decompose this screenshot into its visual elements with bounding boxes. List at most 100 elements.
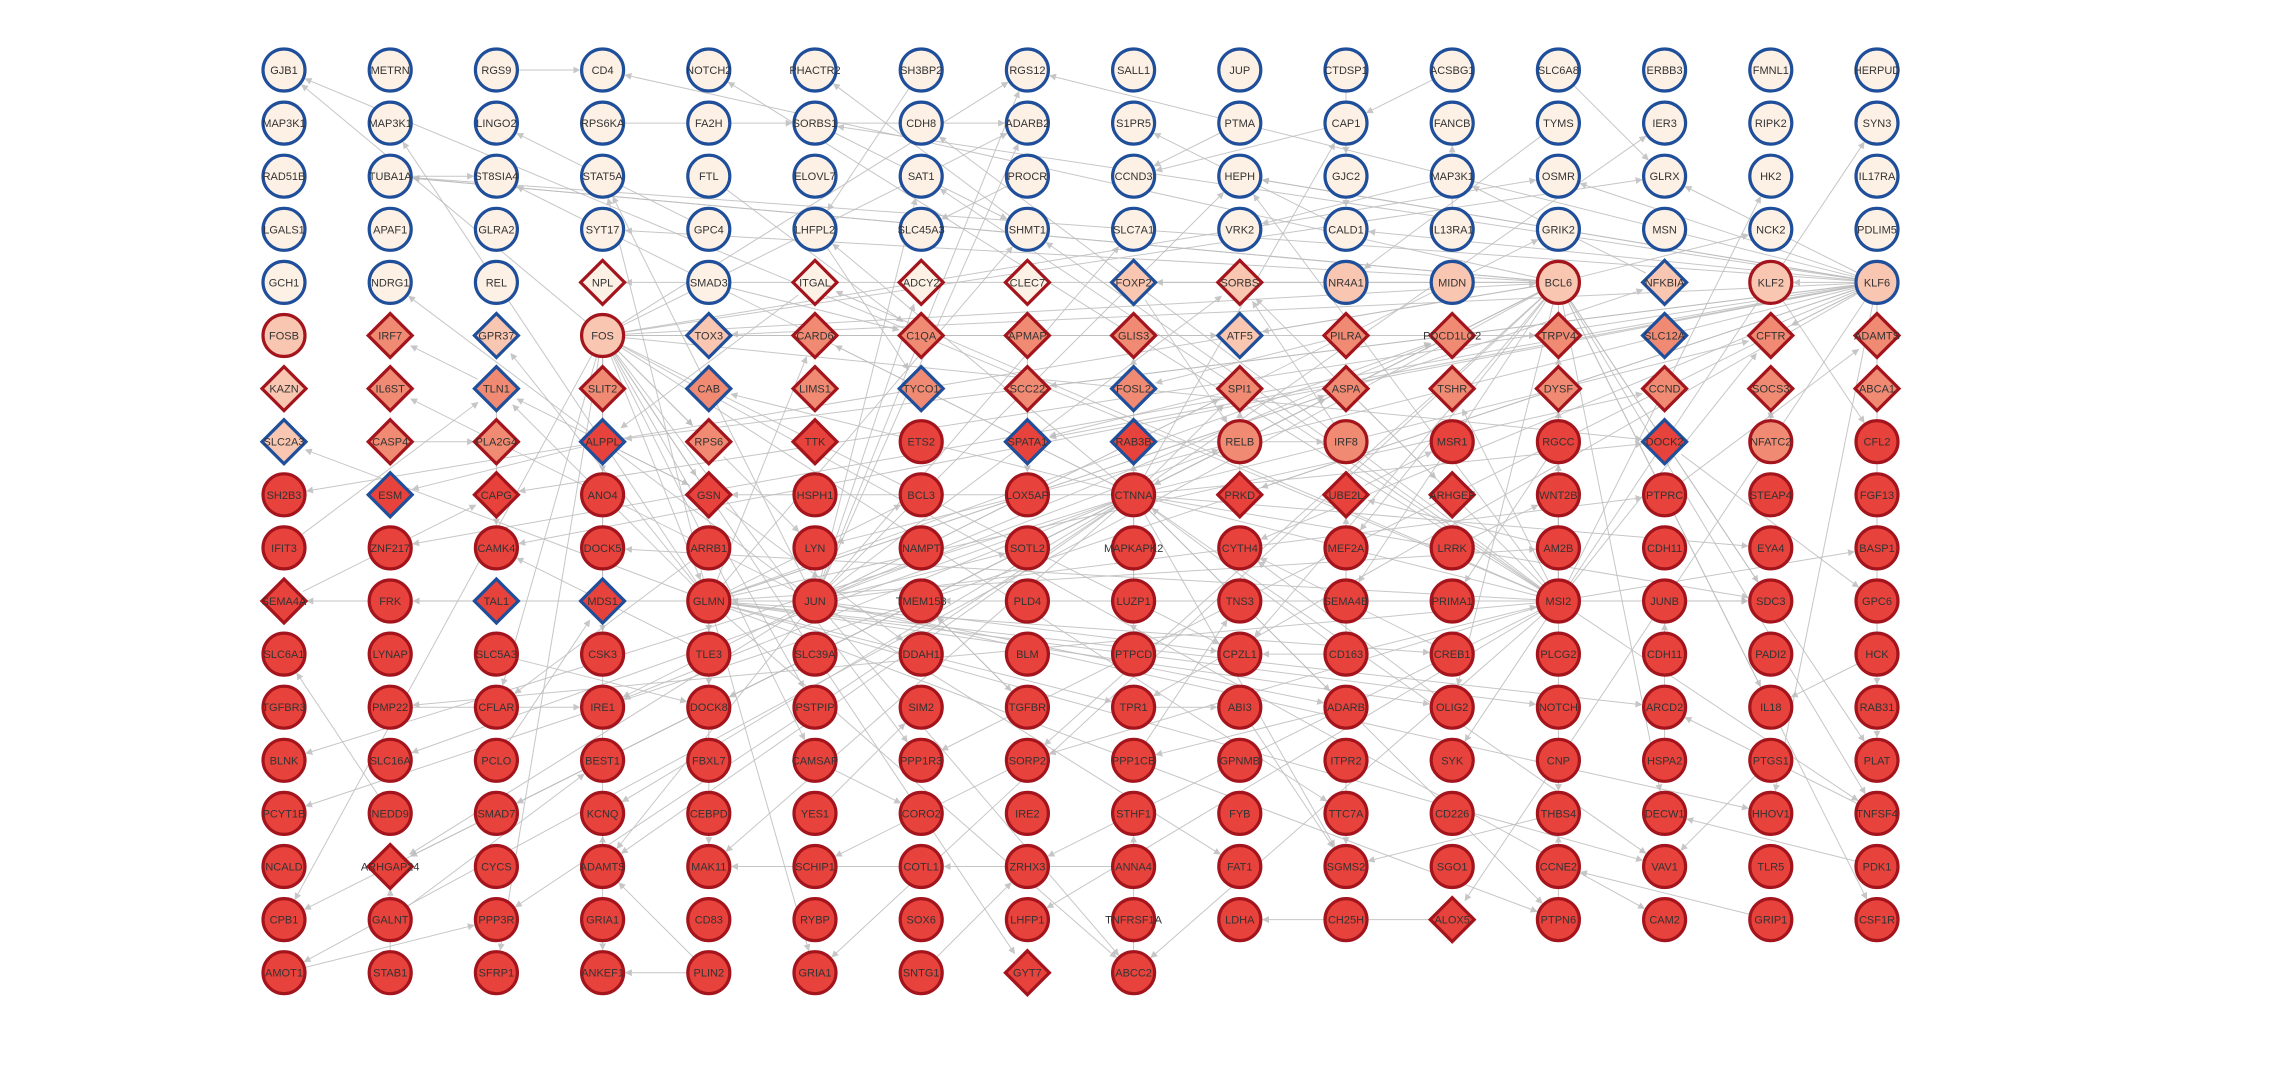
gene-node[interactable]: PMP22 — [367, 684, 413, 730]
gene-node[interactable]: FGF13 — [1854, 472, 1900, 518]
gene-node[interactable]: BCL6 — [1535, 259, 1582, 305]
gene-node[interactable]: HEPH — [1217, 153, 1263, 199]
gene-node[interactable]: HK2 — [1748, 153, 1794, 199]
gene-node[interactable]: GYT7 — [1003, 948, 1052, 997]
gene-node[interactable]: CALD1 — [1323, 206, 1369, 252]
gene-node[interactable]: MSI2 — [1535, 578, 1582, 624]
gene-node[interactable]: KLF6 — [1854, 259, 1900, 305]
gene-node[interactable]: TMEM158 — [896, 578, 947, 624]
gene-node[interactable]: PPP1R3 — [898, 737, 944, 783]
gene-node[interactable]: IRE2 — [1004, 790, 1051, 837]
gene-node[interactable]: SLC5A3 — [473, 631, 519, 677]
gene-node[interactable]: SEMA4A — [259, 576, 309, 626]
gene-node[interactable]: LYN — [792, 525, 838, 571]
gene-node[interactable]: ACSBG1 — [1429, 47, 1475, 93]
gene-node[interactable]: SAT1 — [898, 153, 944, 199]
gene-node[interactable]: PRIMA1 — [1429, 578, 1475, 624]
gene-node[interactable]: MIDN — [1429, 259, 1475, 305]
gene-node[interactable]: APMAP — [1003, 311, 1052, 360]
gene-node[interactable]: DECW1 — [1641, 790, 1688, 837]
gene-node[interactable]: SGO1 — [1429, 843, 1475, 890]
gene-node[interactable]: ARRB1 — [686, 525, 732, 571]
gene-node[interactable]: SHMT1 — [1004, 206, 1051, 252]
gene-node[interactable]: METRN — [367, 47, 413, 93]
gene-node[interactable]: CDH11 — [1641, 525, 1688, 571]
gene-node[interactable]: SYK — [1429, 737, 1475, 783]
gene-node[interactable]: GCH1 — [261, 259, 307, 305]
gene-node[interactable]: KCNQ — [579, 790, 626, 837]
gene-node[interactable]: ITGAL — [790, 258, 840, 307]
gene-node[interactable]: YES1 — [792, 790, 838, 837]
gene-node[interactable]: ETS2 — [898, 419, 944, 465]
gene-node[interactable]: CTNNA — [1110, 472, 1157, 518]
gene-node[interactable]: RELB — [1217, 419, 1263, 465]
gene-node[interactable]: SMAD7 — [473, 790, 519, 837]
gene-node[interactable]: PTMA — [1217, 100, 1263, 146]
gene-node[interactable]: LHFPL2 — [792, 206, 838, 252]
gene-node[interactable]: PPP3R — [473, 896, 519, 943]
gene-node[interactable]: SLC12A — [1640, 311, 1689, 360]
gene-node[interactable]: GSN — [684, 470, 734, 520]
gene-node[interactable]: FOSL2 — [1109, 364, 1158, 413]
gene-node[interactable]: CFTR — [1746, 311, 1796, 360]
gene-node[interactable]: CPB1 — [261, 896, 307, 943]
gene-node[interactable]: GLIS3 — [1109, 311, 1158, 360]
gene-node[interactable]: CCND3 — [1110, 153, 1157, 199]
gene-node[interactable]: LYNAP — [367, 631, 413, 677]
gene-node[interactable]: GPC6 — [1854, 578, 1900, 624]
gene-node[interactable]: MEF2A — [1323, 525, 1369, 571]
gene-node[interactable]: TAL1 — [472, 576, 521, 626]
gene-node[interactable]: BCL3 — [898, 472, 944, 518]
gene-node[interactable]: MAP3K1 — [261, 100, 307, 146]
gene-node[interactable]: TTC7A — [1323, 790, 1369, 837]
gene-node[interactable]: NR4A1 — [1323, 259, 1369, 305]
gene-node[interactable]: AM2B — [1535, 525, 1582, 571]
gene-node[interactable]: CYCS — [473, 843, 519, 890]
gene-node[interactable]: WNT2B — [1535, 472, 1582, 518]
gene-node[interactable]: IRE1 — [579, 684, 626, 730]
gene-node[interactable]: REL — [473, 259, 519, 305]
gene-node[interactable]: NOTCH2 — [686, 47, 731, 93]
gene-node[interactable]: PSTPIP — [792, 684, 838, 730]
gene-node[interactable]: BEST1 — [579, 737, 626, 783]
gene-node[interactable]: STAB1 — [367, 950, 413, 996]
gene-node[interactable]: STAT5A — [579, 153, 626, 199]
gene-node[interactable]: IRF8 — [1323, 419, 1369, 465]
gene-node[interactable]: LHFP1 — [1004, 896, 1051, 943]
gene-node[interactable]: FTL — [686, 153, 732, 199]
gene-node[interactable]: NOTCH — [1535, 684, 1582, 730]
gene-node[interactable]: SFRP1 — [473, 950, 519, 996]
gene-node[interactable]: TSHR — [1427, 364, 1477, 413]
gene-node[interactable]: TYCO1 — [896, 364, 946, 413]
gene-node[interactable]: MAP3K1 — [1429, 153, 1475, 199]
gene-node[interactable]: DOCK8 — [686, 684, 732, 730]
gene-node[interactable]: ABI3 — [1217, 684, 1263, 730]
gene-node[interactable]: PDCD1LG2 — [1423, 311, 1481, 360]
gene-node[interactable]: LUZP1 — [1110, 578, 1157, 624]
gene-node[interactable]: CD83 — [686, 896, 732, 943]
gene-node[interactable]: SOCS3 — [1746, 364, 1796, 413]
gene-node[interactable]: PLIN2 — [686, 950, 732, 996]
gene-node[interactable]: PHACTR2 — [789, 47, 841, 93]
gene-node[interactable]: CAM2 — [1641, 896, 1688, 943]
gene-node[interactable]: IL6ST — [365, 364, 415, 413]
gene-node[interactable]: FANCB — [1429, 100, 1475, 146]
gene-node[interactable]: DYSF — [1534, 364, 1583, 413]
gene-node[interactable]: SGMS2 — [1323, 843, 1369, 890]
gene-node[interactable]: TRPV4 — [1534, 311, 1583, 360]
gene-node[interactable]: ANO4 — [579, 472, 626, 518]
gene-node[interactable]: LDHA — [1217, 896, 1263, 943]
gene-node[interactable]: SALL1 — [1110, 47, 1157, 93]
gene-node[interactable]: TLR5 — [1748, 843, 1794, 890]
gene-node[interactable]: LRRK — [1429, 525, 1475, 571]
gene-node[interactable]: ADARB2 — [1004, 100, 1051, 146]
gene-node[interactable]: ST8SIA4 — [473, 153, 519, 199]
gene-node[interactable]: CAMK4 — [473, 525, 519, 571]
gene-node[interactable]: SLIT2 — [578, 364, 627, 413]
gene-node[interactable]: PTPN6 — [1535, 896, 1582, 943]
gene-node[interactable]: SLC6A1 — [261, 631, 307, 677]
gene-node[interactable]: GRIK2 — [1535, 206, 1582, 252]
gene-node[interactable]: HHOV1 — [1748, 790, 1794, 837]
gene-node[interactable]: PTPRC — [1641, 472, 1688, 518]
gene-node[interactable]: PLD4 — [1004, 578, 1051, 624]
